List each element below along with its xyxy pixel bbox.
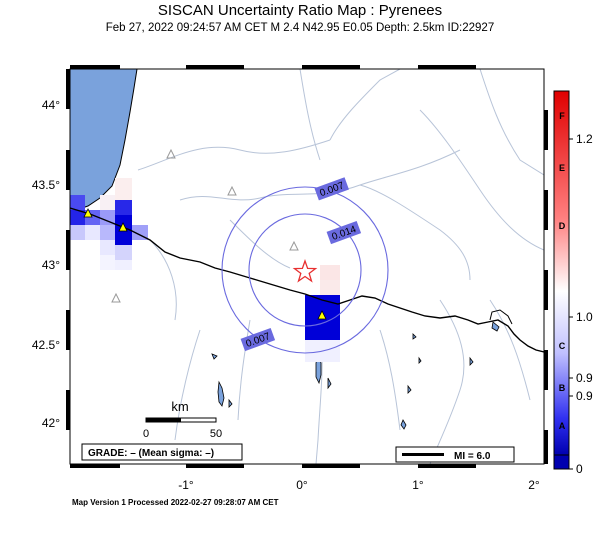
international-border (70, 207, 544, 353)
grade-text: GRADE: – (Mean sigma: –) (88, 448, 214, 459)
mmi-legend: MI = 6.0 (395, 446, 515, 463)
latitude-labels: 44° 43.5° 43° 42.5° 42° (32, 98, 60, 430)
lat-label: 44° (42, 98, 60, 112)
scale-min-label: 0 (143, 428, 149, 440)
lon-label: 1° (412, 478, 424, 492)
colorbar-grade-label: B (559, 383, 566, 393)
longitude-labels: -1° 0° 1° 2° (178, 478, 540, 492)
frame-ticks (66, 65, 548, 468)
lon-label: 2° (528, 478, 540, 492)
colorbar-value-label: 0.9 (576, 371, 593, 385)
mmi-legend-text: MI = 6.0 (454, 451, 491, 462)
lat-label: 43° (42, 258, 60, 272)
colorbar: F E D C B A 1.2 1.0 0.9 0.9 0 (553, 90, 593, 476)
triangle-icon (83, 208, 93, 218)
lon-label: 0° (296, 478, 308, 492)
scale-max-label: 50 (210, 428, 222, 440)
triangle-icon (111, 292, 121, 303)
coast-segment (489, 309, 513, 325)
triangle-icon (118, 222, 128, 232)
coastline (70, 69, 138, 213)
colorbar-grade-label: A (559, 421, 566, 431)
colorbar-grade-label: F (559, 111, 565, 121)
lat-label: 42° (42, 416, 60, 430)
triangle-icon (227, 185, 237, 196)
colorbar-grade-label: D (559, 221, 566, 231)
triangle-icon (166, 148, 176, 159)
uncertainty-contours (221, 186, 389, 354)
colorbar-grade-label: E (559, 163, 565, 173)
map-title: SISCAN Uncertainty Ratio Map : Pyrenees (157, 2, 443, 19)
active-station-icons (83, 208, 327, 320)
colorbar-value-label: 0.9 (576, 389, 593, 403)
processing-footer: Map Version 1 Processed 2022-02-27 09:28… (72, 498, 279, 507)
sea-area (70, 69, 137, 212)
triangle-icon (317, 310, 327, 320)
scale-unit: km (171, 399, 188, 414)
lat-label: 42.5° (32, 338, 60, 352)
lat-label: 43.5° (32, 178, 60, 192)
station-icons (111, 148, 299, 303)
grade-box: GRADE: – (Mean sigma: –) (81, 443, 243, 461)
colorbar-value-label: 1.2 (576, 132, 593, 146)
lon-label: -1° (178, 478, 194, 492)
triangle-icon (289, 240, 299, 251)
colorbar-grade-label: C (559, 341, 566, 351)
colorbar-value-label: 0 (576, 462, 583, 476)
event-subtitle: Feb 27, 2022 09:24:57 AM CET M 2.4 N42.9… (105, 22, 495, 34)
star-icon (292, 259, 318, 283)
colorbar-value-label: 1.0 (576, 310, 593, 324)
river-network (137, 69, 544, 464)
scale-bar: km 0 50 (143, 399, 222, 440)
